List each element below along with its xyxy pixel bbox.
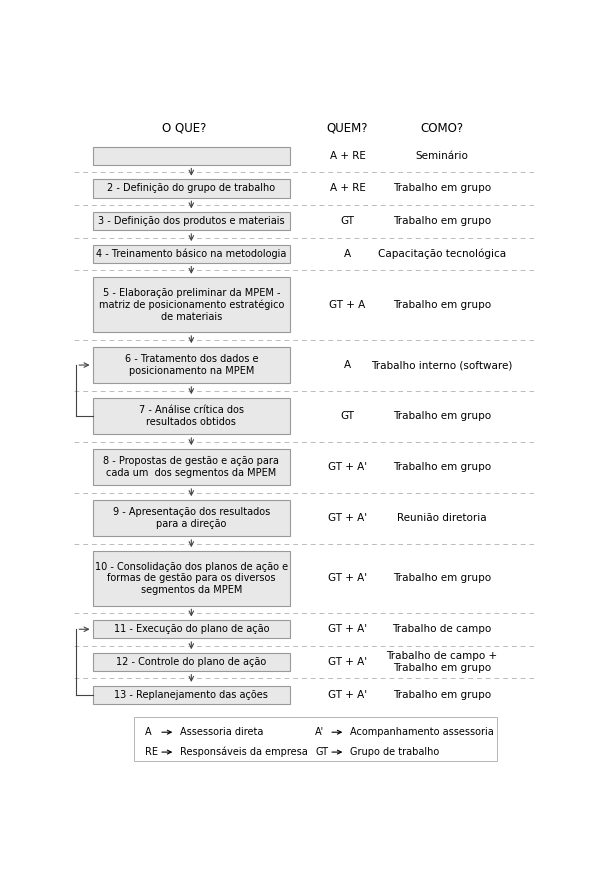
Text: Trabalho interno (software): Trabalho interno (software) — [371, 360, 512, 370]
Text: Acompanhamento assessoria: Acompanhamento assessoria — [350, 727, 493, 737]
Text: GT: GT — [340, 216, 355, 226]
Text: A': A' — [315, 727, 324, 737]
Bar — [93, 653, 290, 671]
Text: GT + A': GT + A' — [328, 462, 367, 472]
Bar — [93, 551, 290, 606]
Text: A: A — [344, 249, 351, 259]
Text: 3 - Definição dos produtos e materiais: 3 - Definição dos produtos e materiais — [98, 216, 285, 226]
Text: Trabalho em grupo: Trabalho em grupo — [393, 216, 491, 226]
Text: Trabalho interno (software): Trabalho interno (software) — [371, 360, 512, 370]
Text: GT + A: GT + A — [330, 300, 366, 310]
Text: Trabalho em grupo: Trabalho em grupo — [393, 690, 491, 700]
Text: 12 - Controle do plano de ação: 12 - Controle do plano de ação — [116, 657, 266, 667]
Text: Trabalho de campo: Trabalho de campo — [392, 624, 492, 635]
Text: Trabalho em grupo: Trabalho em grupo — [393, 573, 491, 583]
Text: GT + A': GT + A' — [328, 513, 367, 524]
Text: A + RE: A + RE — [330, 184, 365, 193]
Bar — [93, 179, 290, 198]
Text: Trabalho em grupo: Trabalho em grupo — [393, 300, 491, 310]
Bar — [93, 347, 290, 384]
Text: GT + A': GT + A' — [328, 624, 367, 635]
Text: 6 - Tratamento dos dados e
posicionamento na MPEM: 6 - Tratamento dos dados e posicionament… — [125, 354, 258, 376]
Bar — [93, 245, 290, 263]
Text: 11 - Execução do plano de ação: 11 - Execução do plano de ação — [114, 624, 269, 635]
Text: 8 - Propostas de gestão e ação para
cada um  dos segmentos da MPEM: 8 - Propostas de gestão e ação para cada… — [103, 456, 279, 478]
Text: 9 - Apresentação dos resultados
para a direção: 9 - Apresentação dos resultados para a d… — [113, 507, 270, 529]
Bar — [93, 448, 290, 485]
Text: 4 - Treinamento básico na metodologia: 4 - Treinamento básico na metodologia — [96, 248, 286, 260]
Text: QUEM?: QUEM? — [327, 122, 368, 135]
Text: GT + A': GT + A' — [328, 690, 367, 700]
Bar — [93, 398, 290, 434]
Text: O QUE?: O QUE? — [162, 122, 206, 135]
Text: Trabalho em grupo: Trabalho em grupo — [393, 184, 491, 193]
Text: GT + A': GT + A' — [328, 573, 367, 583]
Text: Reunião diretoria: Reunião diretoria — [397, 513, 487, 524]
Bar — [93, 147, 290, 165]
Bar — [93, 500, 290, 537]
Text: GT: GT — [340, 411, 355, 421]
Text: GT + A': GT + A' — [328, 657, 367, 667]
Text: Trabalho de campo +
Trabalho em grupo: Trabalho de campo + Trabalho em grupo — [386, 651, 498, 673]
Text: 5 - Elaboração preliminar da MPEM -
matriz de posicionamento estratégico
de mate: 5 - Elaboração preliminar da MPEM - matr… — [98, 288, 284, 322]
Bar — [93, 685, 290, 704]
Bar — [93, 212, 290, 231]
Text: 2 - Definição do grupo de trabalho: 2 - Definição do grupo de trabalho — [107, 184, 275, 193]
Text: Seminário: Seminário — [415, 150, 468, 161]
Text: A + RE: A + RE — [330, 150, 365, 161]
Text: Assessoria direta: Assessoria direta — [180, 727, 263, 737]
Text: COMO?: COMO? — [420, 122, 463, 135]
Bar — [93, 277, 290, 332]
Text: RE: RE — [145, 747, 158, 757]
Text: A: A — [145, 727, 152, 737]
Text: Trabalho em grupo: Trabalho em grupo — [393, 411, 491, 421]
Text: Capacitação tecnológica: Capacitação tecnológica — [378, 248, 506, 260]
Bar — [134, 718, 497, 761]
Text: 7 - Análise crítica dos
resultados obtidos: 7 - Análise crítica dos resultados obtid… — [139, 406, 244, 427]
Text: 10 - Consolidação dos planos de ação e
formas de gestão para os diversos
segment: 10 - Consolidação dos planos de ação e f… — [95, 562, 288, 595]
Text: Grupo de trabalho: Grupo de trabalho — [350, 747, 439, 757]
Text: GT: GT — [315, 747, 329, 757]
Text: A: A — [344, 360, 351, 370]
Bar — [93, 621, 290, 638]
Text: 13 - Replanejamento das ações: 13 - Replanejamento das ações — [114, 690, 268, 700]
Text: Trabalho em grupo: Trabalho em grupo — [393, 462, 491, 472]
Text: Responsáveis da empresa: Responsáveis da empresa — [180, 747, 308, 758]
